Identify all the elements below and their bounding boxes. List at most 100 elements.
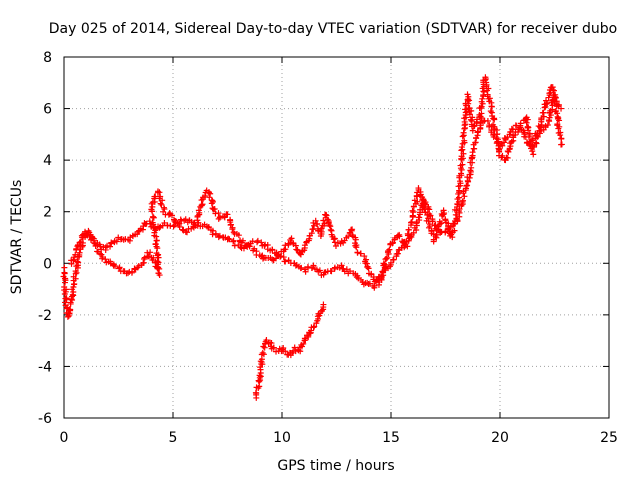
data-point (161, 219, 168, 226)
data-point (390, 256, 397, 263)
data-point (316, 267, 323, 274)
data-point (199, 201, 206, 208)
data-point (461, 193, 468, 200)
data-point (156, 189, 163, 196)
data-point (300, 340, 307, 347)
data-point (410, 203, 417, 210)
data-point (198, 197, 205, 204)
data-point (413, 227, 420, 234)
data-point (468, 164, 475, 171)
data-point (72, 268, 79, 275)
data-point (421, 205, 428, 212)
data-point (365, 265, 372, 272)
data-point (405, 237, 412, 244)
data-point (466, 111, 473, 118)
data-point (557, 132, 564, 139)
data-point (408, 219, 415, 226)
data-point (467, 116, 474, 123)
data-point (311, 323, 318, 330)
data-point (147, 249, 154, 256)
data-point (404, 230, 411, 237)
data-point (469, 149, 476, 156)
data-point (182, 216, 189, 223)
data-point (539, 109, 546, 116)
y-tick-label: -6 (38, 411, 52, 427)
x-tick-label: 5 (169, 430, 178, 446)
data-point (420, 197, 427, 204)
data-point (506, 146, 513, 153)
data-point (152, 240, 159, 247)
data-point (430, 238, 437, 245)
data-point (543, 97, 550, 104)
data-point (463, 183, 470, 190)
data-point (474, 129, 481, 136)
data-point (246, 243, 253, 250)
data-point (499, 152, 506, 159)
data-point (421, 200, 428, 207)
data-point (168, 212, 175, 219)
data-point (478, 103, 485, 110)
grid-lines (64, 57, 609, 418)
y-axis-label: SDTVAR / TECUs (9, 180, 25, 295)
data-point (353, 244, 360, 251)
plot-frame (63, 56, 610, 419)
data-point (280, 254, 287, 261)
data-point (226, 236, 233, 243)
series-track-dip (252, 301, 327, 401)
data-point (87, 236, 94, 243)
x-axis: 0 5 10 15 20 25 (60, 57, 618, 446)
data-point (262, 340, 269, 347)
data-point (72, 251, 79, 258)
data-point (366, 280, 373, 287)
data-point (224, 211, 231, 218)
data-point (409, 207, 416, 214)
data-point (459, 133, 466, 140)
x-tick-label: 25 (600, 430, 618, 446)
data-point (191, 221, 198, 228)
data-point (153, 250, 160, 257)
data-point (70, 273, 77, 280)
data-point (65, 310, 72, 317)
data-point (198, 202, 205, 209)
data-point (154, 258, 161, 265)
data-point (302, 336, 309, 343)
y-axis: -6 -4 -2 0 2 4 6 8 (38, 50, 609, 427)
data-point (253, 390, 260, 397)
data-point (354, 249, 361, 256)
data-point (135, 228, 142, 235)
data-point (556, 117, 563, 124)
data-point (461, 137, 468, 144)
data-point (467, 167, 474, 174)
data-point (64, 313, 71, 320)
data-point (159, 197, 166, 204)
data-point (113, 238, 120, 245)
data-point (517, 120, 524, 127)
data-point (211, 205, 218, 212)
data-point (116, 264, 123, 271)
data-point (97, 250, 104, 257)
data-point (479, 95, 486, 102)
data-point (308, 230, 315, 237)
data-point (297, 251, 304, 258)
data-point (455, 194, 462, 201)
data-point (67, 306, 74, 313)
data-point (386, 246, 393, 253)
data-point (424, 212, 431, 219)
data-point (323, 212, 330, 219)
data-point (385, 247, 392, 254)
data-point (445, 226, 452, 233)
data-point (270, 344, 277, 351)
data-point (75, 259, 82, 266)
data-point (458, 144, 465, 151)
data-point (237, 243, 244, 250)
data-point (281, 246, 288, 253)
data-point (317, 232, 324, 239)
data-point (76, 239, 83, 246)
data-point (394, 250, 401, 257)
data-point (410, 209, 417, 216)
y-tick-label: 8 (43, 50, 52, 66)
data-point (107, 243, 114, 250)
data-point (170, 223, 177, 230)
data-point (310, 324, 317, 331)
data-point (558, 105, 565, 112)
